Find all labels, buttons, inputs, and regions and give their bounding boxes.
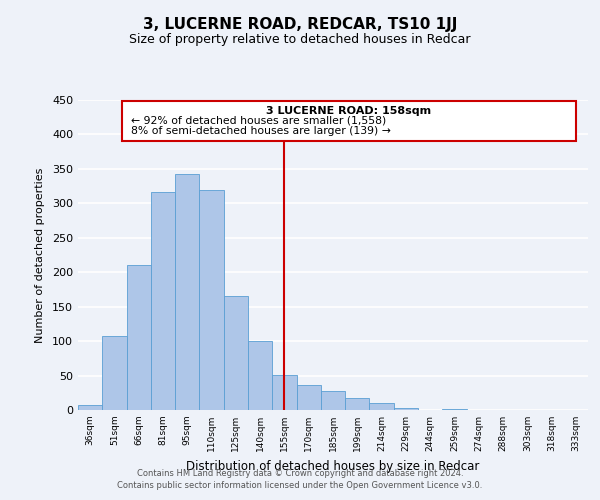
Bar (394, 408, 418, 410)
Y-axis label: Number of detached properties: Number of detached properties (35, 168, 45, 342)
Bar (272, 375, 296, 410)
Text: 3 LUCERNE ROAD: 158sqm: 3 LUCERNE ROAD: 158sqm (266, 106, 431, 116)
Bar (345, 398, 370, 410)
Bar (127, 266, 151, 410)
Bar (321, 390, 345, 410)
Bar (442, 408, 467, 410)
Bar (224, 296, 248, 410)
Bar (102, 336, 127, 410)
Text: ← 92% of detached houses are smaller (1,558): ← 92% of detached houses are smaller (1,… (131, 116, 386, 126)
FancyBboxPatch shape (122, 102, 576, 141)
X-axis label: Distribution of detached houses by size in Redcar: Distribution of detached houses by size … (187, 460, 479, 472)
Bar (78, 405, 102, 410)
Bar (248, 341, 272, 410)
Bar (199, 190, 224, 410)
Text: 3, LUCERNE ROAD, REDCAR, TS10 1JJ: 3, LUCERNE ROAD, REDCAR, TS10 1JJ (143, 18, 457, 32)
Bar (296, 384, 321, 410)
Text: Contains public sector information licensed under the Open Government Licence v3: Contains public sector information licen… (118, 481, 482, 490)
Text: 8% of semi-detached houses are larger (139) →: 8% of semi-detached houses are larger (1… (131, 126, 391, 136)
Text: Size of property relative to detached houses in Redcar: Size of property relative to detached ho… (129, 32, 471, 46)
Text: Contains HM Land Registry data © Crown copyright and database right 2024.: Contains HM Land Registry data © Crown c… (137, 468, 463, 477)
Bar (175, 174, 199, 410)
Bar (151, 192, 175, 410)
Bar (370, 403, 394, 410)
